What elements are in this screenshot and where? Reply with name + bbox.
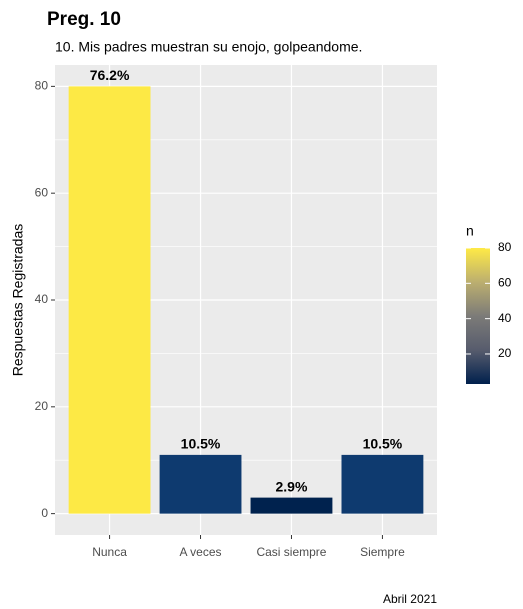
x-tick-label: Casi siempre xyxy=(256,545,326,559)
chart-subtitle: 10. Mis padres muestran su enojo, golpea… xyxy=(55,39,362,55)
y-tick-label: 80 xyxy=(35,79,49,93)
data-label: 10.5% xyxy=(181,436,221,452)
chart-title: Preg. 10 xyxy=(47,9,121,30)
legend-tick-label: 40 xyxy=(498,311,512,325)
bar xyxy=(68,86,151,514)
caption: Abril 2021 xyxy=(383,592,437,606)
data-label: 10.5% xyxy=(363,436,403,452)
bar xyxy=(159,454,242,514)
data-label: 2.9% xyxy=(276,478,308,494)
legend-tick-label: 60 xyxy=(498,275,512,289)
legend-title: n xyxy=(466,223,474,239)
y-tick-label: 20 xyxy=(35,399,49,413)
x-tick-label: Siempre xyxy=(360,545,405,559)
y-axis-label: Respuestas Registradas xyxy=(10,224,26,377)
legend-tick-label: 80 xyxy=(498,240,512,254)
x-tick-label: Nunca xyxy=(92,545,127,559)
legend-tick-label: 20 xyxy=(498,346,512,360)
y-tick-label: 40 xyxy=(35,292,49,306)
x-tick-label: A veces xyxy=(180,545,222,559)
data-label: 76.2% xyxy=(90,67,130,83)
y-tick-label: 60 xyxy=(35,185,49,199)
bar xyxy=(250,497,333,514)
bar xyxy=(341,454,424,514)
y-tick-label: 0 xyxy=(41,506,48,520)
legend-colorbar xyxy=(466,248,490,384)
